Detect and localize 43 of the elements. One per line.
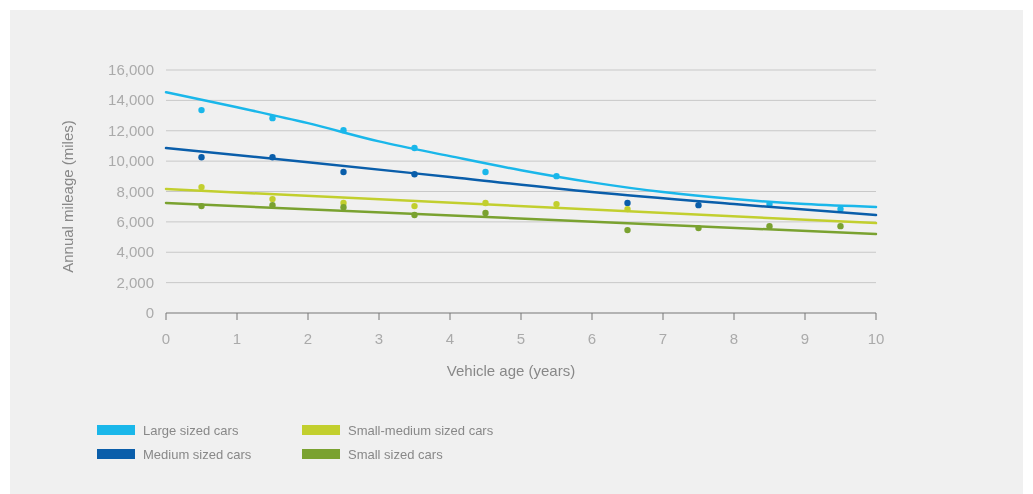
x-tick-label: 9 (800, 330, 810, 347)
x-axis-title: Vehicle age (years) (446, 362, 576, 379)
y-axis-title: Annual mileage (miles) (59, 120, 76, 273)
x-tick-label: 1 (232, 330, 242, 347)
point (482, 209, 489, 217)
x-tick-label: 6 (587, 330, 597, 347)
point (198, 106, 205, 114)
legend-label: Large sized cars (143, 423, 239, 438)
y-tick-label: 14,000 (108, 91, 154, 109)
point (198, 153, 205, 161)
x-tick-label: 3 (374, 330, 384, 347)
point (695, 201, 702, 209)
x-tick-label: 0 (161, 330, 171, 347)
y-tick-label: 10,000 (108, 152, 154, 170)
line-series (164, 146, 878, 217)
point (624, 199, 631, 207)
point (340, 168, 347, 176)
point (340, 203, 347, 211)
point (269, 195, 276, 203)
legend-label: Small-medium sized cars (348, 423, 494, 438)
y-tick-label: 6,000 (116, 212, 154, 230)
x-tick-label: 8 (729, 330, 739, 347)
x-tick-label: 7 (658, 330, 668, 347)
x-tick-label: 10 (867, 330, 885, 347)
point (837, 222, 844, 230)
y-tick-label: 8,000 (116, 182, 154, 200)
point (624, 226, 631, 234)
point (766, 222, 773, 230)
legend-label: Medium sized cars (143, 447, 252, 462)
y-tick-label: 0 (145, 304, 154, 321)
point (482, 168, 489, 176)
y-tick-label: 4,000 (116, 243, 154, 261)
x-tick-label: 5 (516, 330, 526, 347)
legend-label: Small sized cars (348, 447, 444, 462)
point (411, 202, 418, 210)
point (553, 200, 560, 208)
line-series (164, 90, 878, 209)
point (198, 183, 205, 191)
y-tick-label: 12,000 (108, 121, 154, 139)
y-tick-label: 16,000 (108, 61, 154, 78)
x-tick-label: 2 (303, 330, 313, 347)
y-tick-label: 2,000 (116, 273, 154, 291)
x-tick-label: 4 (445, 330, 455, 347)
